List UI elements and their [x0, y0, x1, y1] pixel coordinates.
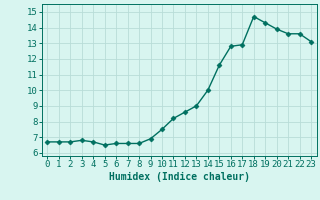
- X-axis label: Humidex (Indice chaleur): Humidex (Indice chaleur): [109, 172, 250, 182]
